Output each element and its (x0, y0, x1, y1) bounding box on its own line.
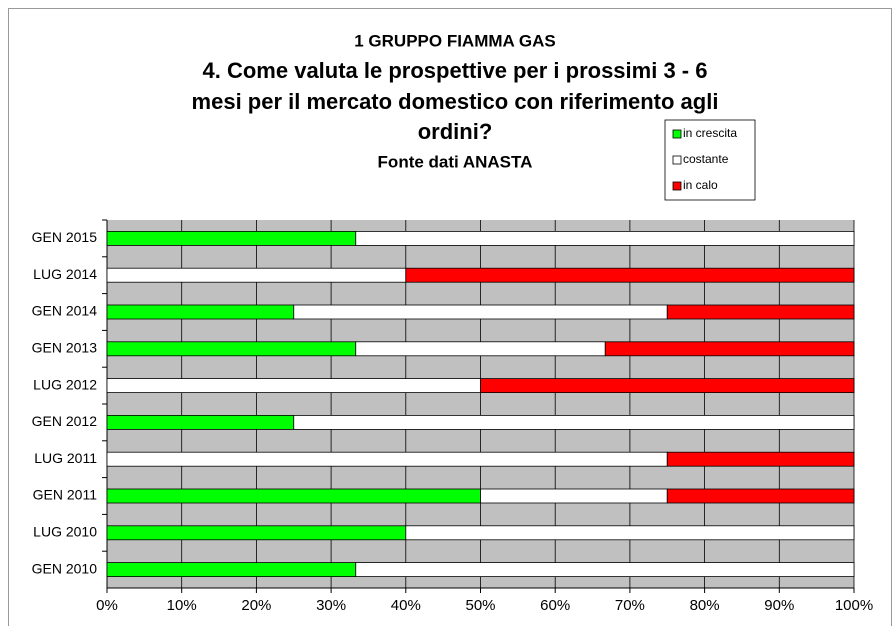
bar-segment (106, 525, 407, 541)
bar-segment (106, 488, 481, 504)
x-tick-label: 40% (391, 597, 421, 614)
bar-segment (666, 451, 855, 467)
bar-segment (106, 562, 357, 577)
y-tick-label: GEN 2012 (32, 413, 98, 429)
bar-segment (604, 341, 855, 357)
y-tick-label: GEN 2015 (32, 229, 98, 245)
y-tick-label: LUG 2014 (33, 266, 97, 282)
title-line: 4. Come valuta le prospettive per i pros… (203, 58, 708, 83)
y-tick-label: LUG 2012 (33, 376, 97, 392)
x-tick-label: 20% (241, 597, 271, 614)
y-tick-label: LUG 2011 (34, 450, 97, 466)
bar-segment (405, 267, 855, 283)
bar-segment (666, 488, 855, 504)
bar-segment (106, 341, 357, 357)
bar-segment (480, 488, 668, 504)
title-line: mesi per il mercato domestico con riferi… (192, 89, 719, 114)
bar-segment (106, 378, 481, 394)
x-tick-label: 0% (96, 597, 118, 614)
x-tick-label: 100% (835, 597, 873, 614)
y-tick-label: GEN 2010 (32, 560, 98, 576)
legend-label: in calo (683, 178, 718, 192)
x-tick-label: 60% (540, 597, 570, 614)
legend-swatch (672, 155, 682, 165)
x-tick-label: 90% (764, 597, 794, 614)
bar-segment (355, 230, 855, 246)
bar-segment (480, 378, 855, 394)
x-tick-label: 70% (615, 597, 645, 614)
legend-swatch (672, 129, 682, 139)
bar-segment (355, 562, 855, 577)
bar-segment (106, 304, 295, 320)
bar-segment (106, 414, 295, 430)
bar-segment (293, 304, 668, 320)
x-tick-label: 50% (465, 597, 495, 614)
x-tick-label: 80% (690, 597, 720, 614)
bar-segment (106, 451, 668, 467)
y-tick-label: GEN 2014 (32, 303, 98, 319)
bar-segment (106, 267, 407, 283)
bar-segment (405, 525, 855, 541)
y-tick-label: GEN 2013 (32, 340, 98, 356)
legend-swatch (672, 181, 682, 191)
x-tick-label: 10% (167, 597, 197, 614)
y-tick-label: GEN 2011 (33, 487, 98, 503)
x-tick-label: 30% (316, 597, 346, 614)
bar-segment (293, 414, 855, 430)
supertitle: 1 GRUPPO FIAMMA GAS (354, 31, 556, 50)
bar-segment (355, 341, 606, 357)
bar-segment (106, 230, 357, 246)
y-tick-label: LUG 2010 (33, 524, 97, 540)
subtitle: Fonte dati ANASTA (378, 152, 533, 171)
title-line: ordini? (418, 119, 493, 144)
bar-segment (666, 304, 855, 320)
legend-label: in crescita (683, 126, 737, 140)
legend-label: costante (683, 152, 729, 166)
